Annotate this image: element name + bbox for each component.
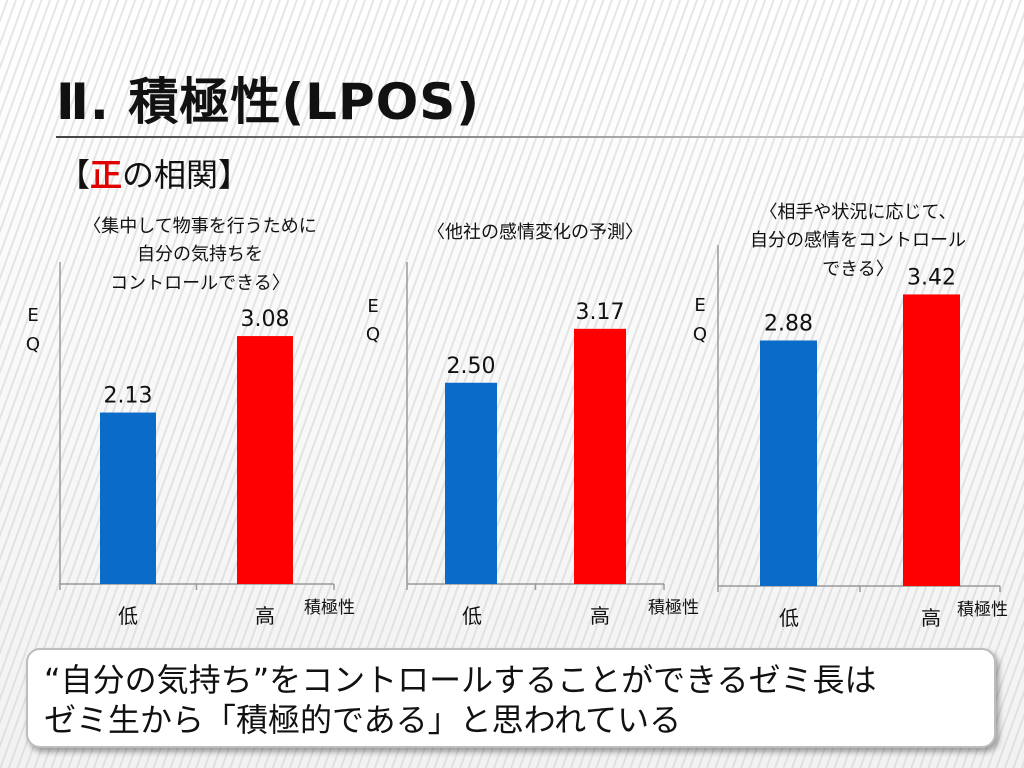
chart-1-category-label: 低 <box>118 604 138 628</box>
conclusion-line-1: “自分の気持ち”をコントロールすることができるゼミ長は <box>44 661 877 699</box>
chart-3-ylabel: Q <box>693 324 707 345</box>
subtitle-accent: 正 <box>90 156 123 194</box>
conclusion-box: “自分の気持ち”をコントロールすることができるゼミ長は ゼミ生から「積極的である… <box>26 648 996 748</box>
chart-2-ylabel: Q <box>366 324 380 345</box>
chart-3-value-label: 2.88 <box>764 311 813 336</box>
chart-2-ylabel: E <box>367 296 378 317</box>
slide-title: Ⅱ. 積極性(LPOS) <box>56 73 481 131</box>
chart-2-caption-line: 〈他社の感情変化の予測〉 <box>427 222 643 243</box>
chart-1-ylabel: E <box>27 305 38 326</box>
chart-2-value-label: 3.17 <box>576 300 625 325</box>
chart-3-caption-line: 自分の感情をコントロール <box>750 230 966 251</box>
chart-3-category-label: 低 <box>779 606 799 630</box>
chart-3-category-label: 高 <box>921 606 941 630</box>
chart-2-value-label: 2.50 <box>447 354 496 379</box>
chart-1-ylabel: Q <box>26 334 40 355</box>
chart-1-bar <box>100 412 156 584</box>
subtitle-rest: の相関】 <box>122 156 251 194</box>
chart-3-caption-line: 〈相手や状況に応じて、 <box>759 202 956 223</box>
chart-1-caption-line: 自分の気持ちを <box>137 244 263 265</box>
chart-2-bar <box>574 328 626 584</box>
chart-1-caption-line: 〈集中して物事を行うために <box>83 216 316 237</box>
chart-1-value-label: 3.08 <box>241 307 290 332</box>
chart-3-bar <box>903 294 960 586</box>
chart-1-xlabel: 積極性 <box>304 598 355 618</box>
chart-2-category-label: 高 <box>590 604 610 628</box>
subtitle: 【正の相関】 <box>58 150 250 196</box>
conclusion-line-2: ゼミ生から「積極的である」と思われている <box>44 701 682 739</box>
chart-3-ylabel: E <box>694 295 705 316</box>
chart-3-caption-line: できる〉 <box>822 259 894 280</box>
chart-2-category-label: 低 <box>462 604 482 628</box>
chart-3-value-label: 3.42 <box>907 265 956 290</box>
chart-1-category-label: 高 <box>255 604 275 628</box>
chart-1-value-label: 2.13 <box>104 384 153 409</box>
chart-3-xlabel: 積極性 <box>957 600 1008 620</box>
chart-3-bar <box>760 340 817 586</box>
chart-2-bar <box>445 382 497 584</box>
title-divider <box>56 136 1024 138</box>
subtitle-open-bracket: 【 <box>58 156 91 194</box>
chart-2-xlabel: 積極性 <box>648 598 699 618</box>
chart-1-bar <box>237 336 293 584</box>
chart-1-caption-line: コントロールできる〉 <box>110 273 290 294</box>
